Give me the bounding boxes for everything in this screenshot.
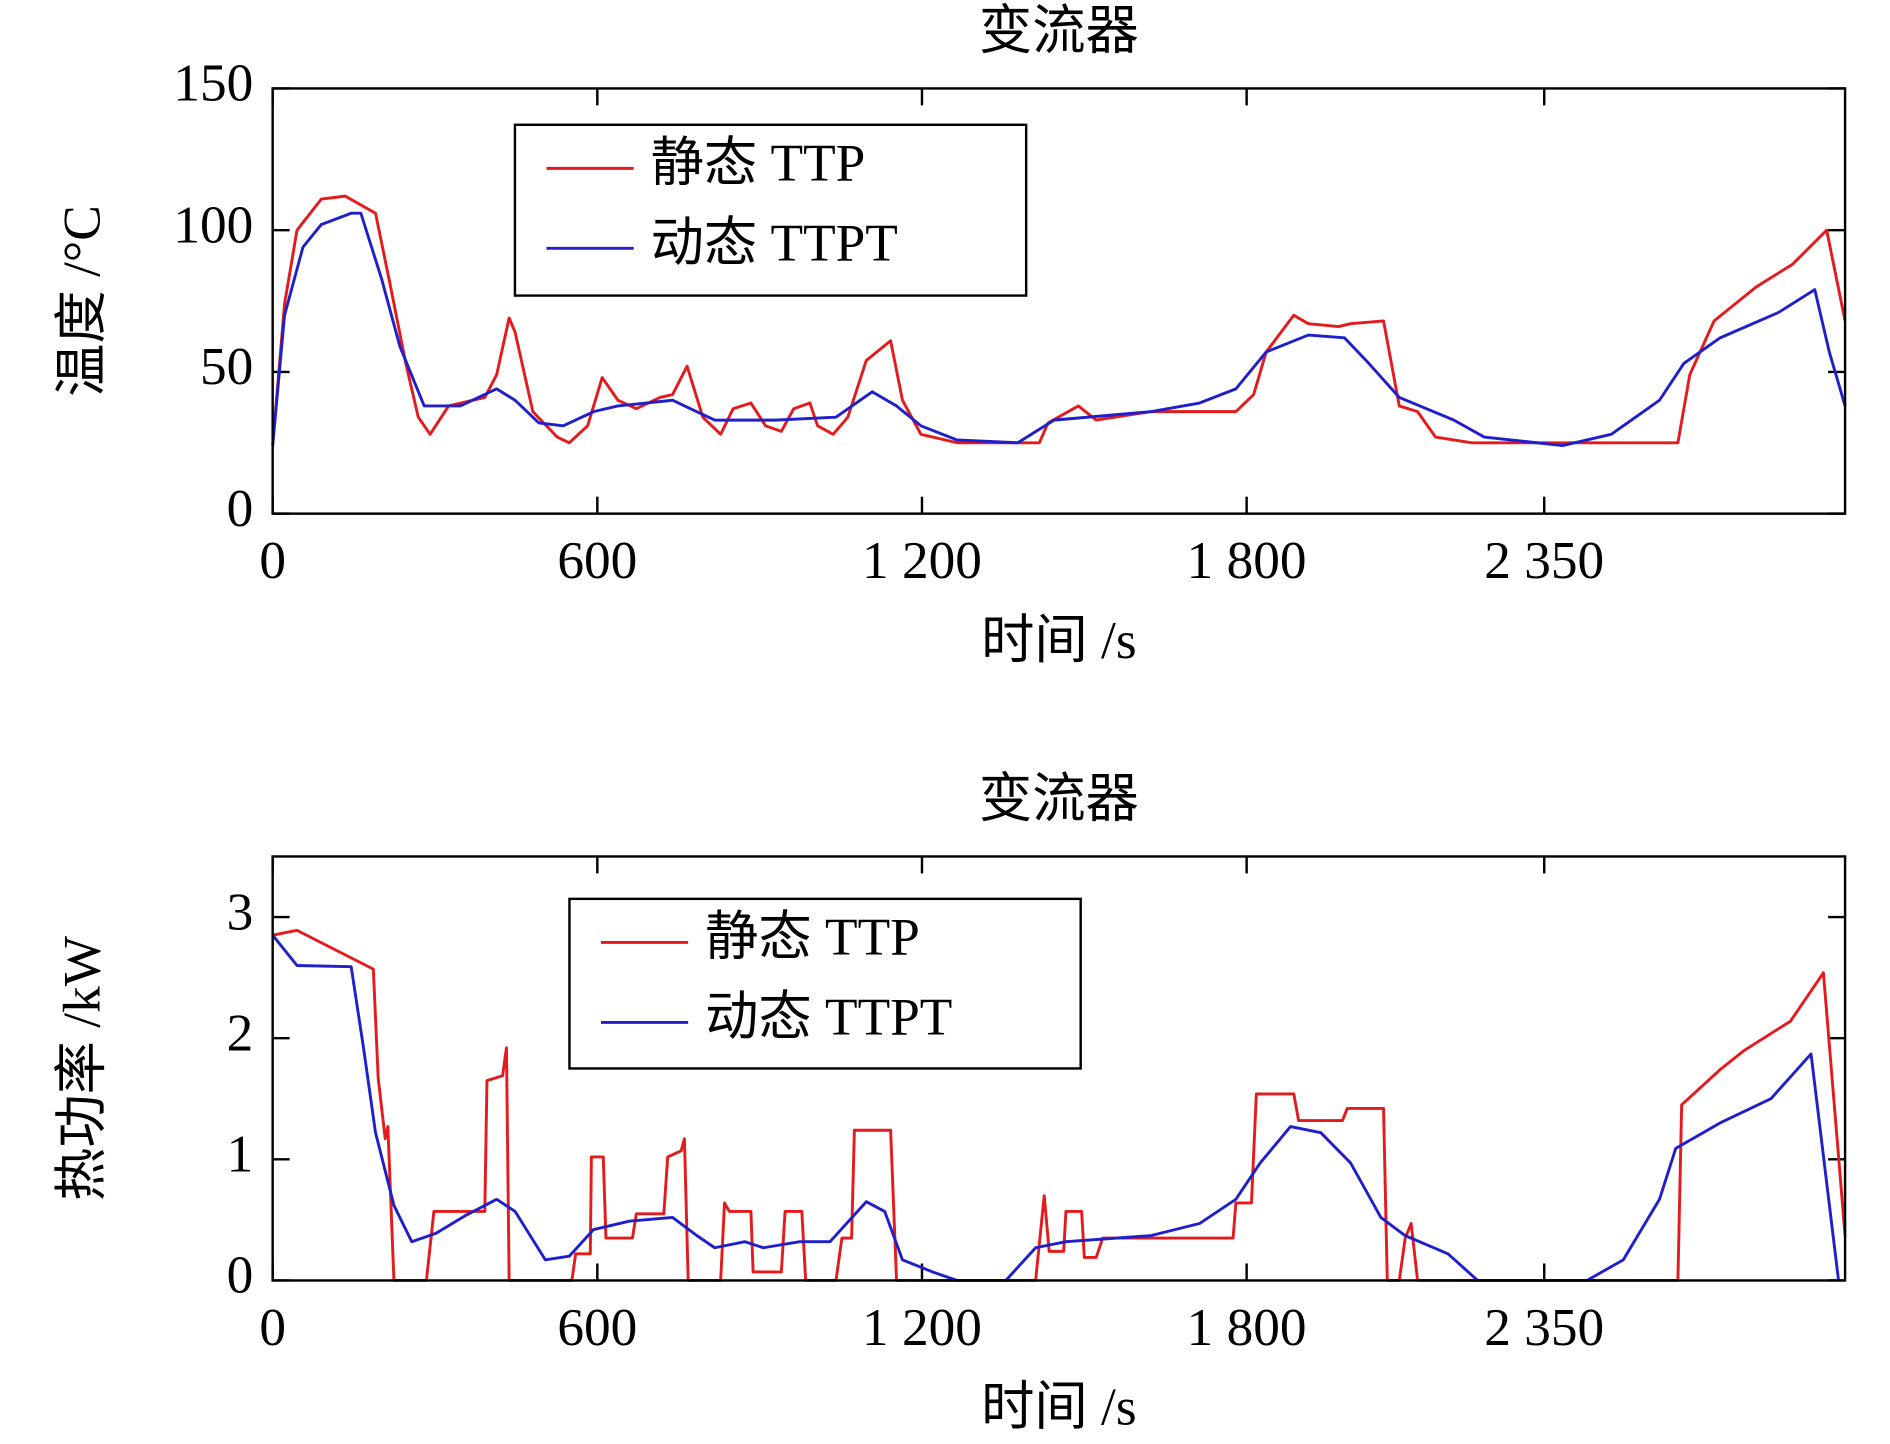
legend-label: 静态 TTP (651, 134, 866, 193)
y-tick-label: 3 (227, 882, 254, 941)
legend-box (568, 897, 1082, 1070)
y-tick-label: 150 (173, 54, 253, 113)
y-tick-label: 50 (200, 337, 253, 396)
x-tick-label: 600 (557, 531, 637, 590)
series-line (271, 194, 1847, 446)
y-tick-label: 0 (227, 479, 254, 538)
x-axis-label: 时间 /s (981, 1378, 1136, 1437)
plot-frame (271, 855, 1847, 1282)
legend: 静态 TTP 动态 TTPT (568, 897, 1082, 1070)
chart-title: 变流器 (979, 770, 1139, 829)
y-tick-label: 0 (227, 1246, 254, 1305)
x-tick-label: 2 350 (1484, 531, 1604, 590)
series-line (271, 211, 1847, 448)
x-tick-label: 0 (259, 531, 286, 590)
x-tick-label: 1 800 (1187, 1298, 1307, 1357)
legend-label: 动态 TTPT (705, 988, 952, 1047)
chart-title: 变流器 (979, 2, 1139, 61)
x-tick-label: 1 200 (862, 1298, 982, 1357)
legend: 静态 TTP 动态 TTPT (513, 123, 1028, 297)
x-tick-label: 2 350 (1484, 1298, 1604, 1357)
legend-label: 静态 TTP (705, 908, 920, 967)
y-axis-label: 温度 /°C (53, 205, 112, 397)
x-axis-label: 时间 /s (981, 611, 1136, 670)
plot-frame (271, 87, 1847, 515)
y-axis-label: 热功率 /kW (53, 935, 112, 1201)
legend-label: 动态 TTPT (651, 214, 898, 273)
y-tick-label: 100 (173, 195, 253, 254)
x-tick-label: 600 (557, 1298, 637, 1357)
y-tick-label: 1 (227, 1125, 254, 1184)
x-tick-label: 0 (259, 1298, 286, 1357)
y-tick-label: 2 (227, 1003, 254, 1062)
legend-box (513, 123, 1028, 297)
x-tick-label: 1 800 (1187, 531, 1307, 590)
x-tick-label: 1 200 (862, 531, 982, 590)
